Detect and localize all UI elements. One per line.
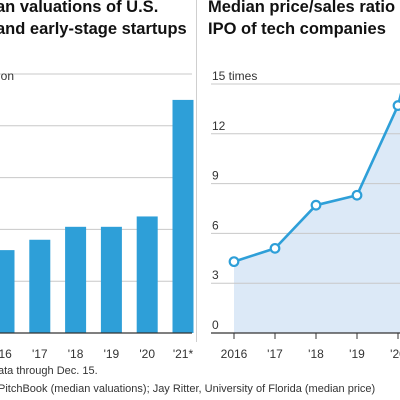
left-bar-2 <box>65 226 87 333</box>
right-point-2 <box>310 199 322 211</box>
right-y-tick-label-3: 9 <box>212 169 219 183</box>
right-point-4 <box>392 100 400 111</box>
left-bar-3 <box>100 226 122 333</box>
left-bar-1 <box>29 239 51 333</box>
right-y-tick-label-0: 0 <box>212 318 219 332</box>
left-x-tick-label-0: '16 <box>0 347 12 361</box>
right-chart-title-line1: Median price/sales ratio a <box>208 0 400 16</box>
right-point-0 <box>228 256 240 268</box>
left-bar-5 <box>172 99 194 334</box>
left-x-tick-label-4: '20 <box>139 347 155 361</box>
footnote-data-range: ata through Dec. 15. <box>0 365 98 377</box>
left-x-tick-label-5: '21* <box>173 347 194 361</box>
panel-divider <box>196 0 197 342</box>
right-y-tick-label-1: 3 <box>212 268 219 282</box>
right-chart-title-line2: IPO of tech companies <box>208 20 386 38</box>
right-y-tick-label-5: 15 times <box>212 69 257 83</box>
left-bar-0 <box>0 250 15 333</box>
right-y-tick-label-4: 12 <box>212 119 226 133</box>
left-x-tick-label-3: '19 <box>104 347 120 361</box>
left-x-tick-label-2: '18 <box>68 347 84 361</box>
right-point-1 <box>269 242 281 254</box>
left-bar-4 <box>136 216 158 333</box>
left-bar-chart: '16 '17 '18 '19 '20 '21* ion <box>0 69 194 361</box>
left-x-tick-label-1: '17 <box>32 347 48 361</box>
right-x-tick-label-4: '20 <box>390 347 400 361</box>
right-series-line <box>233 92 400 263</box>
right-point-3 <box>351 189 363 201</box>
right-x-tick-label-1: '17 <box>267 347 283 361</box>
right-x-tick-label-0: 2016 <box>221 347 248 361</box>
left-axis-unit-label: ion <box>0 69 14 83</box>
right-x-tick-label-2: '18 <box>308 347 324 361</box>
left-chart-title-line1: an valuations of U.S. <box>0 0 159 16</box>
footnote-sources: PitchBook (median valuations); Jay Ritte… <box>0 383 376 395</box>
right-area-chart: 0 3 6 9 12 15 times 2016 '17 '18 '19 '20 <box>211 69 400 361</box>
left-chart-title-line2: and early-stage startups <box>0 20 187 38</box>
right-area-fill <box>234 99 400 333</box>
right-y-tick-label-2: 6 <box>212 218 219 232</box>
right-x-tick-label-3: '19 <box>349 347 365 361</box>
